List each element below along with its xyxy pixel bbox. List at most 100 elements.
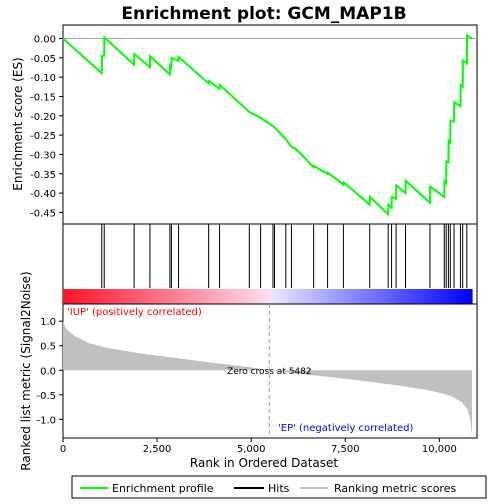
es-y-tick-label: -0.25 bbox=[30, 131, 56, 142]
gradient-segment bbox=[63, 289, 67, 304]
gradient-segment bbox=[127, 289, 132, 304]
gradient-segment bbox=[369, 289, 374, 304]
gradient-segment bbox=[233, 289, 238, 304]
gradient-segment bbox=[298, 289, 303, 304]
x-tick-label: 0 bbox=[60, 444, 66, 455]
hits-panel bbox=[62, 223, 478, 305]
gradient-segment bbox=[366, 289, 371, 304]
gradient-segment bbox=[427, 289, 432, 304]
gradient-segment bbox=[359, 289, 364, 304]
x-tick-label: 7,500 bbox=[331, 444, 360, 455]
gradient-segment bbox=[468, 289, 473, 304]
gradient-segment bbox=[148, 289, 153, 304]
gradient-segment bbox=[461, 289, 466, 304]
gradient-segment bbox=[335, 289, 340, 304]
gradient-segment bbox=[199, 289, 204, 304]
gradient-segment bbox=[444, 289, 449, 304]
gradient-segment bbox=[240, 289, 245, 304]
x-tick-label: 10,000 bbox=[422, 444, 457, 455]
gradient-segment bbox=[253, 289, 258, 304]
gradient-segment bbox=[178, 289, 183, 304]
gradient-segment bbox=[386, 289, 391, 304]
rank-y-label: Ranked list metric (Signal2Noise) bbox=[19, 271, 33, 470]
gradient-segment bbox=[455, 289, 459, 304]
gradient-segment bbox=[424, 289, 429, 304]
gradient-segment bbox=[73, 289, 78, 304]
es-y-tick-label: -0.35 bbox=[30, 170, 56, 181]
rank-y-tick-label: 0.5 bbox=[40, 342, 56, 353]
gradient-segment bbox=[356, 289, 361, 304]
rank-color-gradient bbox=[63, 289, 473, 304]
gradient-segment bbox=[209, 289, 214, 304]
gradient-segment bbox=[311, 289, 316, 304]
gradient-segment bbox=[236, 289, 241, 304]
gradient-segment bbox=[124, 289, 129, 304]
gradient-segment bbox=[345, 289, 350, 304]
gradient-segment bbox=[325, 289, 330, 304]
rank-y-tick-label: -1.0 bbox=[36, 415, 56, 426]
gradient-segment bbox=[93, 289, 98, 304]
gradient-segment bbox=[284, 289, 289, 304]
gradient-segment bbox=[267, 289, 272, 304]
gradient-segment bbox=[342, 289, 347, 304]
x-tick-label: 2,500 bbox=[143, 444, 172, 455]
gradient-segment bbox=[161, 289, 166, 304]
chart-title: Enrichment plot: GCM_MAP1B bbox=[121, 4, 406, 24]
gradient-segment bbox=[141, 289, 146, 304]
gradient-segment bbox=[100, 289, 105, 304]
gradient-segment bbox=[332, 289, 337, 304]
gradient-segment bbox=[294, 289, 299, 304]
legend-hits-label: Hits bbox=[268, 482, 290, 495]
x-tick-label: 5,000 bbox=[237, 444, 266, 455]
es-y-tick-label: -0.45 bbox=[30, 208, 56, 219]
legend: Enrichment profile Hits Ranking metric s… bbox=[71, 475, 487, 499]
gradient-segment bbox=[363, 289, 367, 304]
gradient-segment bbox=[226, 289, 231, 304]
gradient-segment bbox=[458, 289, 463, 304]
gradient-segment bbox=[383, 289, 388, 304]
gradient-segment bbox=[417, 289, 422, 304]
es-y-label: Enrichment score (ES) bbox=[11, 57, 25, 190]
rank-metric-area bbox=[63, 321, 473, 437]
rank-y-ticks: 1.0 0.5 0.0 -0.5 -1.0 bbox=[36, 317, 63, 426]
gradient-segment bbox=[400, 289, 405, 304]
negative-correlation-label: 'EP' (negatively correlated) bbox=[278, 423, 413, 434]
gradient-segment bbox=[270, 289, 275, 304]
gradient-segment bbox=[281, 289, 286, 304]
gradient-segment bbox=[465, 289, 470, 304]
gradient-segment bbox=[441, 289, 446, 304]
gradient-segment bbox=[403, 289, 408, 304]
gradient-segment bbox=[291, 289, 296, 304]
gradient-segment bbox=[277, 289, 282, 304]
positive-correlation-label: 'IUP' (positively correlated) bbox=[67, 307, 202, 318]
gradient-segment bbox=[206, 289, 211, 304]
gradient-segment bbox=[202, 289, 207, 304]
gradient-segment bbox=[107, 289, 112, 304]
gradient-segment bbox=[138, 289, 142, 304]
gradient-segment bbox=[250, 289, 255, 304]
rank-metric-panel: 1.0 0.5 0.0 -0.5 -1.0 'IUP' (positively corr… bbox=[19, 271, 478, 471]
es-y-tick-label: -0.15 bbox=[30, 92, 56, 103]
gradient-segment bbox=[213, 289, 217, 304]
gradient-segment bbox=[274, 289, 279, 304]
es-y-tick-label: -0.30 bbox=[30, 150, 56, 161]
gradient-segment bbox=[182, 289, 187, 304]
rank-y-tick-label: -0.5 bbox=[36, 391, 56, 402]
gradient-segment bbox=[352, 289, 357, 304]
gradient-segment bbox=[397, 289, 402, 304]
gradient-segment bbox=[117, 289, 122, 304]
gradient-segment bbox=[448, 289, 453, 304]
gradient-segment bbox=[195, 289, 200, 304]
x-axis-label: Rank in Ordered Dataset bbox=[190, 456, 338, 470]
gradient-segment bbox=[349, 289, 354, 304]
gradient-segment bbox=[328, 289, 333, 304]
gradient-segment bbox=[257, 289, 262, 304]
gradient-segment bbox=[86, 289, 91, 304]
gradient-segment bbox=[185, 289, 190, 304]
legend-enrichment-label: Enrichment profile bbox=[112, 482, 214, 495]
gradient-segment bbox=[90, 289, 95, 304]
es-y-tick-label: -0.20 bbox=[30, 112, 56, 123]
legend-ranking-label: Ranking metric scores bbox=[334, 482, 456, 495]
